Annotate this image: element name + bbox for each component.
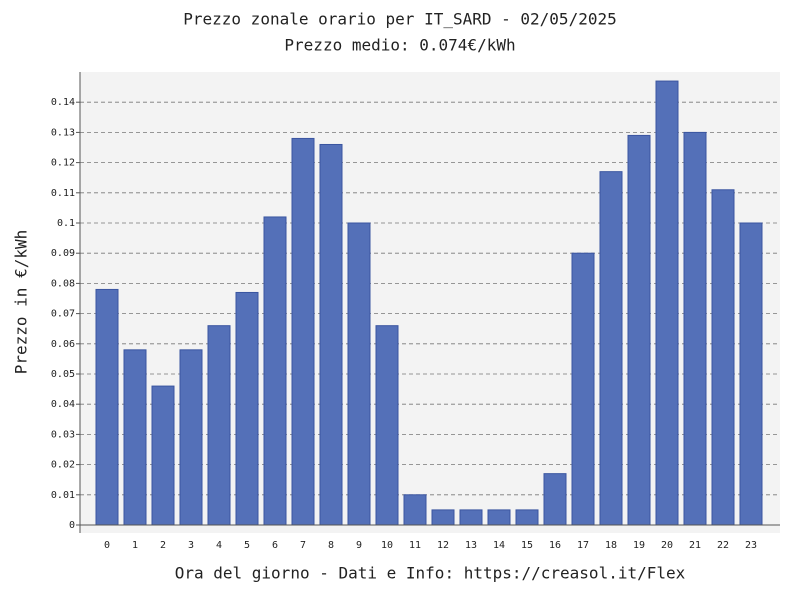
bar [515, 509, 539, 526]
x-tick-label: 0 [104, 540, 110, 551]
y-tick-label: 0.01 [51, 490, 75, 501]
y-tick-label: 0.03 [51, 429, 75, 440]
x-tick-label: 17 [577, 540, 589, 551]
y-tick-label: 0.02 [51, 460, 75, 471]
bar [123, 349, 147, 526]
bar [291, 137, 315, 526]
y-axis-label: Prezzo in €/kWh [12, 230, 31, 375]
y-tick-label: 0.14 [51, 97, 75, 108]
x-tick-label: 12 [437, 540, 449, 551]
bar [319, 143, 343, 526]
x-tick-label: 9 [356, 540, 362, 551]
x-tick-label: 15 [521, 540, 533, 551]
x-tick-label: 18 [605, 540, 617, 551]
bar [263, 216, 287, 526]
bar [235, 291, 259, 526]
bar [487, 509, 511, 526]
x-tick-label: 3 [188, 540, 194, 551]
x-tick-label: 19 [633, 540, 645, 551]
x-tick-label: 23 [745, 540, 757, 551]
x-tick-label: 16 [549, 540, 561, 551]
x-tick-label: 6 [272, 540, 278, 551]
bar [627, 134, 651, 526]
x-tick-label: 2 [160, 540, 166, 551]
x-tick-label: 11 [409, 540, 421, 551]
y-tick-label: 0.05 [51, 369, 75, 380]
bar [403, 494, 427, 526]
y-tick-label: 0.1 [57, 218, 75, 229]
y-tick-label: 0.04 [51, 399, 75, 410]
y-tick-label: 0.08 [51, 278, 75, 289]
y-tick-label: 0.13 [51, 127, 75, 138]
bar [179, 349, 203, 526]
x-tick-label: 21 [689, 540, 701, 551]
y-tick-label: 0 [69, 520, 75, 531]
bar [655, 80, 679, 526]
x-tick-label: 10 [381, 540, 393, 551]
y-tick-label: 0.06 [51, 339, 75, 350]
x-tick-label: 14 [493, 540, 505, 551]
bar [543, 473, 567, 526]
x-tick-label: 7 [300, 540, 306, 551]
bar [207, 325, 231, 526]
y-tick-label: 0.11 [51, 188, 75, 199]
y-tick-label: 0.12 [51, 158, 75, 169]
bar [151, 385, 175, 526]
chart-title: Prezzo zonale orario per IT_SARD - 02/05… [183, 10, 616, 29]
x-tick-label: 22 [717, 540, 729, 551]
bar [739, 222, 763, 526]
y-tick-label: 0.09 [51, 248, 75, 259]
x-tick-label: 4 [216, 540, 222, 551]
x-tick-label: 13 [465, 540, 477, 551]
bar [347, 222, 371, 526]
x-tick-label: 5 [244, 540, 250, 551]
bar [459, 509, 483, 526]
bar [711, 189, 735, 526]
x-tick-label: 8 [328, 540, 334, 551]
bar [599, 171, 623, 526]
bar [431, 509, 455, 526]
bar [683, 131, 707, 526]
x-tick-label: 20 [661, 540, 673, 551]
x-tick-label: 1 [132, 540, 138, 551]
bar [571, 252, 595, 526]
bar [95, 288, 119, 526]
y-tick-label: 0.07 [51, 309, 75, 320]
bar [375, 325, 399, 526]
chart-subtitle: Prezzo medio: 0.074€/kWh [284, 36, 515, 55]
x-axis-label: Ora del giorno - Dati e Info: https://cr… [175, 564, 686, 583]
